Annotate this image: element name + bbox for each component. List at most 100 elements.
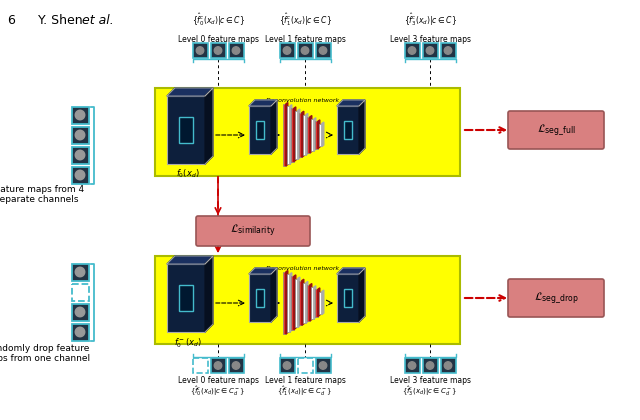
Circle shape [444, 362, 452, 369]
Circle shape [76, 327, 84, 337]
Polygon shape [322, 290, 324, 315]
Bar [311, 119, 314, 151]
Bar [337, 274, 359, 322]
Bar [344, 289, 352, 307]
Polygon shape [337, 268, 365, 274]
Bar [315, 121, 318, 149]
Bar [298, 43, 312, 58]
Text: Level 3 feature maps: Level 3 feature maps [390, 376, 470, 385]
Polygon shape [167, 256, 213, 264]
Circle shape [76, 130, 84, 140]
Circle shape [284, 362, 291, 369]
Bar [315, 289, 318, 317]
Bar [291, 276, 294, 330]
Circle shape [408, 362, 416, 369]
Polygon shape [302, 279, 304, 326]
Circle shape [408, 47, 416, 54]
Bar [167, 264, 205, 332]
Polygon shape [167, 88, 213, 96]
Text: Level 0 feature maps: Level 0 feature maps [177, 376, 259, 385]
FancyBboxPatch shape [508, 111, 604, 149]
Bar [280, 43, 294, 58]
Polygon shape [306, 281, 308, 323]
Bar [193, 43, 207, 58]
Bar [311, 287, 314, 319]
FancyBboxPatch shape [196, 216, 310, 246]
Circle shape [444, 47, 452, 54]
Text: 6: 6 [7, 14, 15, 27]
Polygon shape [314, 286, 316, 319]
Text: Deconvolution network: Deconvolution network [266, 266, 340, 271]
Bar [228, 358, 243, 373]
Polygon shape [337, 100, 365, 106]
Bar [404, 43, 419, 58]
Text: et al.: et al. [82, 14, 114, 27]
Circle shape [214, 362, 221, 369]
Bar [298, 358, 312, 373]
Text: $\{\hat{f}_3^c(x_d)|c\in C\}$: $\{\hat{f}_3^c(x_d)|c\in C\}$ [404, 11, 456, 28]
Polygon shape [290, 105, 292, 164]
Bar [319, 123, 322, 147]
Bar [307, 117, 310, 153]
Polygon shape [306, 113, 308, 155]
Text: Deconvolution network: Deconvolution network [266, 98, 340, 103]
Bar [299, 113, 302, 158]
Bar [303, 115, 306, 155]
FancyBboxPatch shape [508, 279, 604, 317]
Polygon shape [298, 277, 300, 328]
Bar [283, 272, 286, 334]
Text: Randomly drop feature
maps from one channel: Randomly drop feature maps from one chan… [0, 344, 91, 363]
Circle shape [319, 362, 327, 369]
Polygon shape [359, 268, 365, 322]
Polygon shape [271, 100, 277, 154]
Polygon shape [310, 284, 312, 321]
Polygon shape [298, 109, 300, 160]
FancyBboxPatch shape [155, 88, 460, 176]
FancyBboxPatch shape [155, 256, 460, 344]
Bar [72, 107, 88, 123]
Polygon shape [294, 107, 296, 162]
Polygon shape [290, 273, 292, 332]
Bar [72, 126, 88, 144]
Bar [211, 43, 225, 58]
Text: $\{\hat{f}_1^c(x_d)|c\in C\}$: $\{\hat{f}_1^c(x_d)|c\in C\}$ [278, 11, 332, 28]
Circle shape [232, 362, 240, 369]
Polygon shape [286, 270, 288, 334]
Bar [249, 274, 271, 322]
Polygon shape [205, 256, 213, 332]
Text: Level 0 feature maps: Level 0 feature maps [177, 35, 259, 44]
Circle shape [426, 362, 434, 369]
Circle shape [76, 170, 84, 180]
Circle shape [284, 47, 291, 54]
Text: $\mathcal{L}_{\mathrm{seg\_drop}}$: $\mathcal{L}_{\mathrm{seg\_drop}}$ [534, 290, 579, 306]
Bar [179, 117, 193, 143]
Bar [72, 323, 88, 341]
Bar [72, 166, 88, 184]
Bar [337, 106, 359, 154]
Polygon shape [302, 111, 304, 158]
Polygon shape [318, 120, 320, 149]
Bar [249, 106, 271, 154]
Bar [316, 358, 330, 373]
Bar [295, 278, 298, 328]
Text: Level 3 feature maps: Level 3 feature maps [390, 35, 470, 44]
Bar [179, 285, 193, 311]
Polygon shape [249, 268, 277, 274]
Text: Y. Shen: Y. Shen [38, 14, 86, 27]
Circle shape [232, 47, 240, 54]
Polygon shape [286, 102, 288, 166]
Text: $\{\hat{f}_1^c(x_d)|c\in C_d^-\}$: $\{\hat{f}_1^c(x_d)|c\in C_d^-\}$ [277, 385, 333, 398]
Bar [211, 358, 225, 373]
Circle shape [214, 47, 221, 54]
Circle shape [76, 150, 84, 160]
Bar [319, 291, 322, 315]
Bar [72, 284, 88, 300]
Bar [256, 289, 264, 307]
Bar [256, 121, 264, 139]
Circle shape [76, 110, 84, 120]
Polygon shape [294, 275, 296, 330]
Circle shape [319, 47, 327, 54]
Bar [287, 274, 290, 332]
Circle shape [426, 47, 434, 54]
Bar [440, 358, 456, 373]
